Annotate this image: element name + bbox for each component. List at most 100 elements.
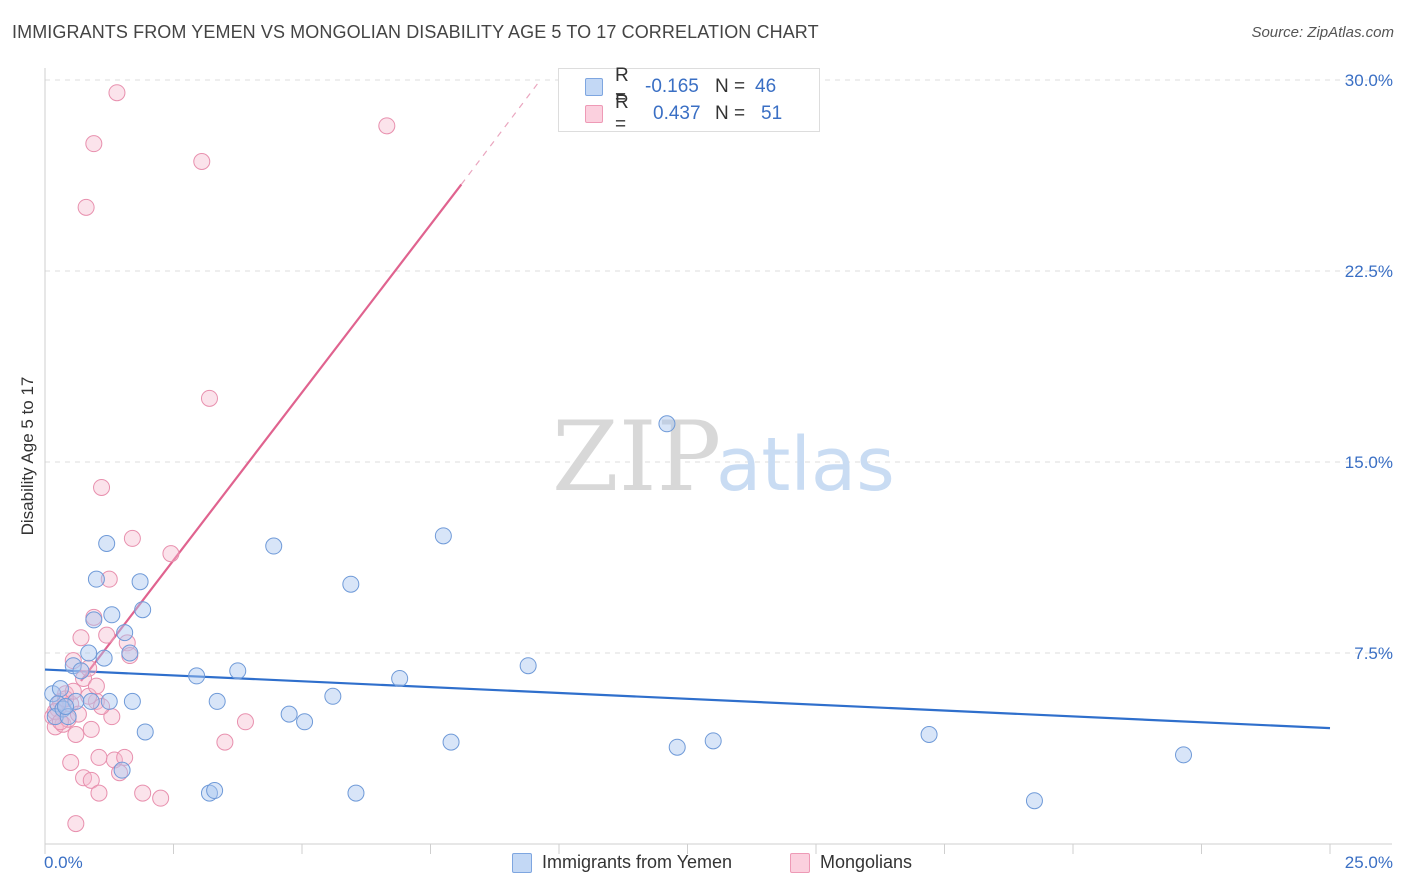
- point-mongolian: [108, 84, 126, 102]
- point-yemen: [200, 784, 218, 802]
- point-yemen: [208, 692, 226, 710]
- legend-swatch-mongolians: [585, 105, 603, 123]
- point-yemen: [85, 611, 103, 629]
- point-yemen: [296, 713, 314, 731]
- point-yemen: [123, 692, 141, 710]
- n-label: N =: [715, 103, 746, 124]
- point-yemen: [72, 662, 90, 680]
- point-yemen: [342, 575, 360, 593]
- point-mongolian: [152, 789, 170, 807]
- n-value: 51: [761, 103, 783, 124]
- r-value: -0.165: [645, 76, 699, 97]
- legend-swatch-yemen: [512, 852, 532, 873]
- point-yemen: [704, 732, 722, 750]
- point-yemen: [87, 570, 105, 588]
- point-yemen: [188, 667, 206, 685]
- point-mongolian: [216, 733, 234, 751]
- point-mongolian: [77, 198, 95, 216]
- series-legend: Immigrants from Yemen Mongolians: [0, 852, 1406, 878]
- legend-label-yemen: Immigrants from Yemen: [542, 852, 733, 872]
- source-label: Source: ZipAtlas.com: [1251, 24, 1394, 41]
- point-yemen: [100, 692, 118, 710]
- point-mongolian: [82, 720, 100, 738]
- legend-swatch-mongolians: [790, 852, 810, 873]
- point-mongolian: [123, 529, 141, 547]
- n-value: 46: [755, 76, 777, 97]
- point-yemen: [98, 534, 116, 552]
- point-yemen: [80, 644, 98, 662]
- legend-row-mongolians: R = 0.437 N = 51: [559, 92, 783, 135]
- point-yemen: [206, 782, 224, 800]
- point-mongolian: [64, 682, 82, 700]
- point-yemen: [442, 733, 460, 751]
- trend-lines: [44, 82, 1331, 730]
- point-mongolian: [118, 634, 136, 652]
- y-tick-label: 30.0%: [1345, 71, 1393, 90]
- legend-label-mongolians: Mongolians: [820, 852, 913, 872]
- point-yemen: [57, 697, 75, 715]
- point-mongolian: [378, 117, 396, 135]
- point-yemen: [121, 644, 139, 662]
- point-mongolian: [85, 135, 103, 153]
- r-value: 0.437: [653, 103, 701, 124]
- point-yemen: [82, 692, 100, 710]
- point-mongolian: [93, 478, 111, 496]
- point-yemen: [67, 692, 85, 710]
- point-mongolian: [67, 725, 85, 743]
- legend-row-yemen: R = -0.165 N = 46: [559, 65, 777, 108]
- chart-title: IMMIGRANTS FROM YEMEN VS MONGOLIAN DISAB…: [12, 22, 819, 42]
- watermark-zip: ZIP: [552, 401, 721, 513]
- correlation-legend: R = -0.165 N = 46 R = 0.437 N = 51: [558, 65, 820, 135]
- legend-swatch-yemen: [585, 78, 603, 96]
- point-mongolian: [111, 764, 129, 782]
- point-mongolian: [87, 677, 105, 695]
- point-mongolian: [236, 713, 254, 731]
- point-yemen: [920, 725, 938, 743]
- point-yemen: [51, 680, 69, 698]
- point-yemen: [658, 415, 676, 433]
- grid-lines: [45, 79, 1392, 654]
- point-yemen: [134, 601, 152, 619]
- point-yemen: [131, 573, 149, 591]
- point-mongolian: [200, 389, 218, 407]
- point-mongolian: [100, 570, 118, 588]
- point-yemen: [668, 738, 686, 756]
- point-yemen: [265, 537, 283, 555]
- point-yemen: [229, 662, 247, 680]
- point-mongolian: [98, 626, 116, 644]
- point-mongolian: [90, 748, 108, 766]
- y-tick-labels: 7.5% 15.0% 22.5% 30.0%: [1345, 71, 1393, 663]
- point-mongolian: [116, 748, 134, 766]
- point-yemen: [103, 606, 121, 624]
- point-mongolian: [90, 784, 108, 802]
- x-axis-max-label: 25.0%: [1344, 853, 1393, 872]
- legend-item-mongolians: Mongolians: [790, 852, 912, 873]
- point-mongolian: [82, 771, 100, 789]
- point-mongolian: [134, 784, 152, 802]
- trend-line-yemen: [44, 668, 1331, 730]
- trend-line-mongolians: [80, 183, 463, 682]
- point-yemen: [519, 657, 537, 675]
- point-mongolian: [67, 815, 85, 833]
- point-yemen: [1175, 746, 1193, 764]
- trend-line-mongolians-extension: [460, 82, 539, 185]
- point-yemen: [347, 784, 365, 802]
- point-yemen: [95, 649, 113, 667]
- x-axis-min-label: 0.0%: [44, 853, 83, 872]
- point-mongolian: [162, 545, 180, 563]
- point-yemen: [280, 705, 298, 723]
- point-yemen: [116, 624, 134, 642]
- point-yemen: [113, 761, 131, 779]
- point-yemen: [59, 708, 77, 726]
- legend-item-yemen: Immigrants from Yemen: [512, 852, 732, 873]
- point-mongolian: [72, 629, 90, 647]
- r-label: R =: [615, 65, 629, 108]
- n-label: N =: [715, 76, 746, 97]
- point-yemen: [324, 687, 342, 705]
- y-tick-label: 15.0%: [1345, 453, 1393, 472]
- point-mongolian: [62, 754, 80, 772]
- point-yemen: [391, 669, 409, 687]
- y-tick-label: 22.5%: [1345, 262, 1393, 281]
- data-points: [44, 84, 1193, 833]
- watermark-atlas: atlas: [716, 422, 895, 508]
